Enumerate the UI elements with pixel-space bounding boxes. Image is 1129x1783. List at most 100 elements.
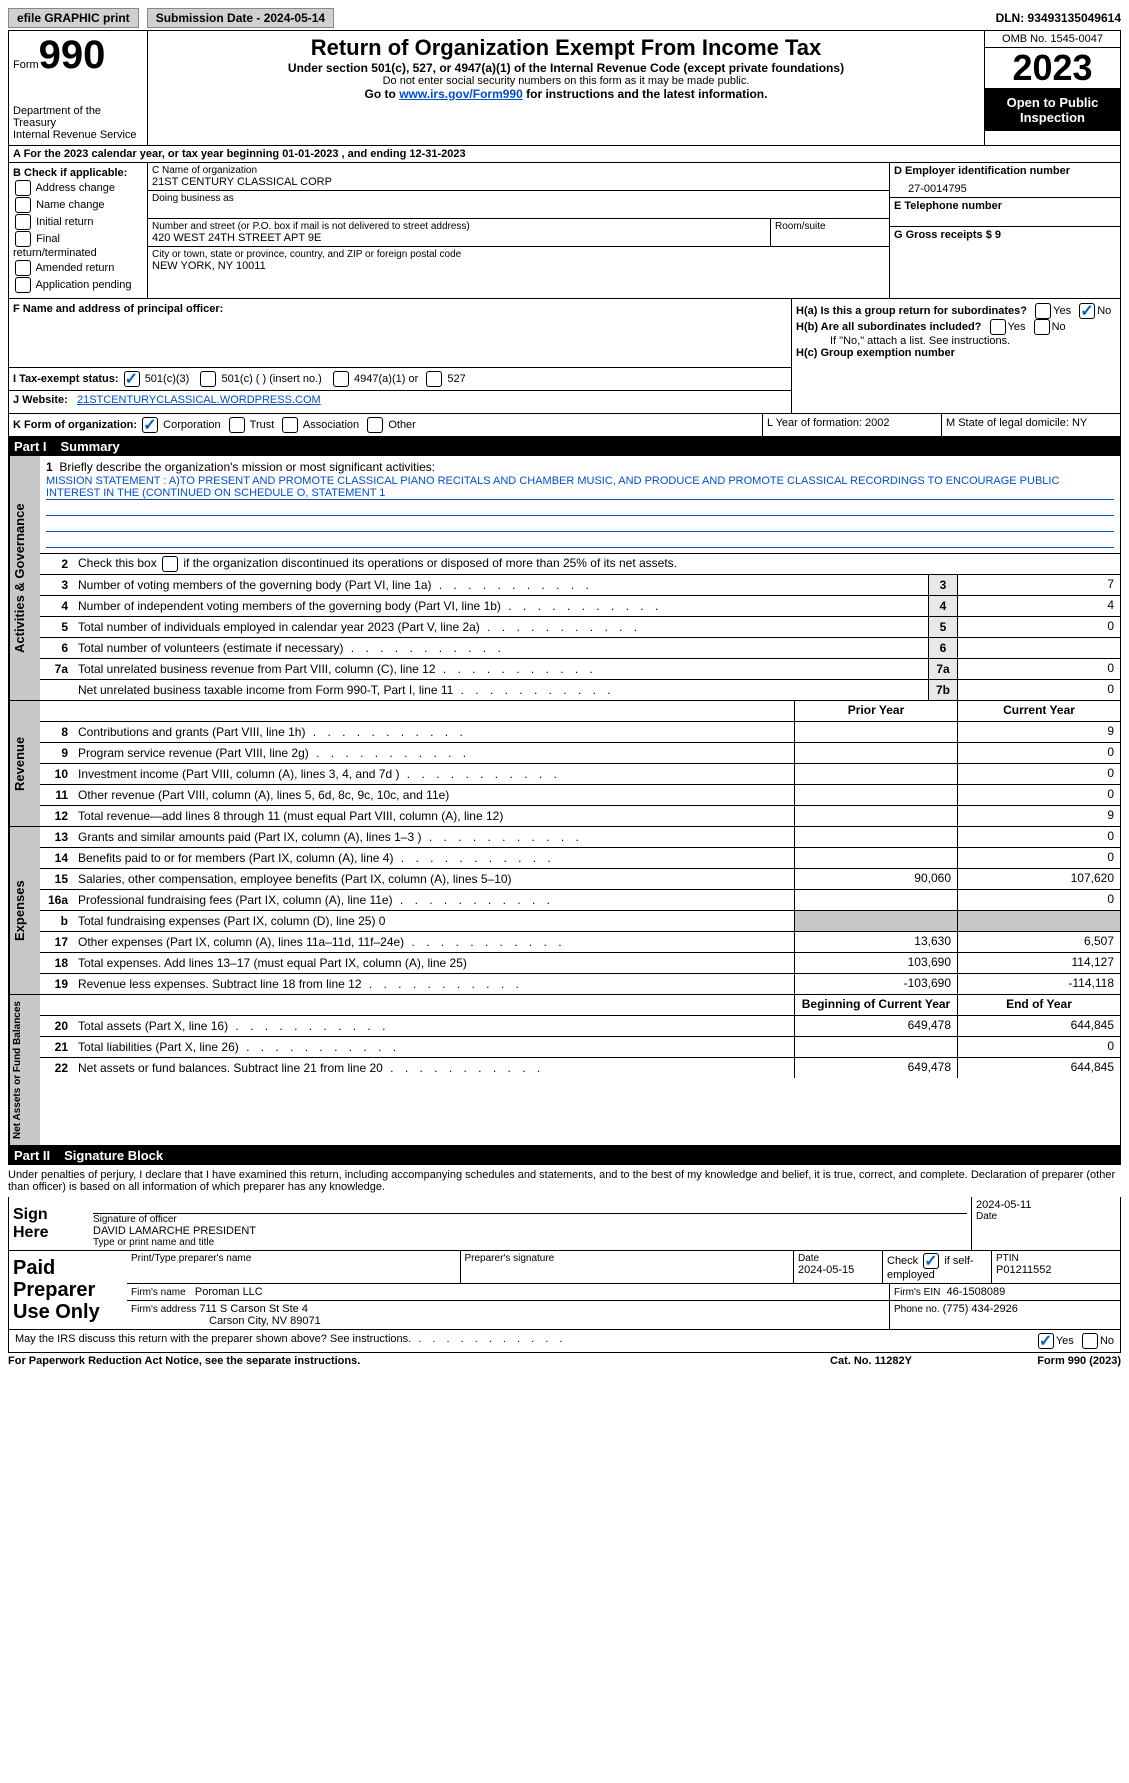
final-return-checkbox[interactable] xyxy=(15,231,31,247)
527-checkbox[interactable] xyxy=(426,371,442,387)
row-k: K Form of organization: Corporation Trus… xyxy=(8,414,1121,437)
address-change-checkbox[interactable] xyxy=(15,180,31,196)
501c3-checkbox[interactable] xyxy=(124,371,140,387)
self-employed-checkbox[interactable] xyxy=(923,1253,939,1269)
street-label: Number and street (or P.O. box if mail i… xyxy=(152,221,766,232)
omb-number: OMB No. 1545-0047 xyxy=(985,31,1120,48)
p17: 13,630 xyxy=(794,932,957,952)
paperwork-notice: For Paperwork Reduction Act Notice, see … xyxy=(8,1355,781,1367)
l7a: Total unrelated business revenue from Pa… xyxy=(74,660,928,678)
submission-date-button[interactable]: Submission Date - 2024-05-14 xyxy=(147,8,334,28)
hb-no-checkbox[interactable] xyxy=(1034,319,1050,335)
officer-label: F Name and address of principal officer: xyxy=(13,303,787,315)
v5: 0 xyxy=(957,617,1120,637)
dln: DLN: 93493135049614 xyxy=(996,11,1121,25)
app-pending-checkbox[interactable] xyxy=(15,277,31,293)
prep-date: 2024-05-15 xyxy=(798,1264,878,1276)
city: NEW YORK, NY 10011 xyxy=(152,260,885,272)
discuss-no-checkbox[interactable] xyxy=(1082,1333,1098,1349)
other-checkbox[interactable] xyxy=(367,417,383,433)
l2-checkbox[interactable] xyxy=(162,556,178,572)
section-bcdeg: B Check if applicable: Address change Na… xyxy=(8,163,1121,299)
l20: Total assets (Part X, line 16) xyxy=(74,1017,794,1035)
firm-phone: (775) 434-2926 xyxy=(943,1303,1018,1315)
initial-return-checkbox[interactable] xyxy=(15,214,31,230)
ha-no-checkbox[interactable] xyxy=(1079,303,1095,319)
c17: 6,507 xyxy=(957,932,1120,952)
v7b: 0 xyxy=(957,680,1120,700)
l22: Net assets or fund balances. Subtract li… xyxy=(74,1059,794,1077)
c16a: 0 xyxy=(957,890,1120,910)
c10: 0 xyxy=(957,764,1120,784)
efile-print-button[interactable]: efile GRAPHIC print xyxy=(8,8,139,28)
c19: -114,118 xyxy=(957,974,1120,994)
p19: -103,690 xyxy=(794,974,957,994)
sign-date: 2024-05-11 xyxy=(976,1199,1116,1211)
l7b: Net unrelated business taxable income fr… xyxy=(74,681,928,699)
l9: Program service revenue (Part VIII, line… xyxy=(74,744,794,762)
l17: Other expenses (Part IX, column (A), lin… xyxy=(74,933,794,951)
tax-exempt-label: I Tax-exempt status: xyxy=(13,373,119,385)
form-label: Form xyxy=(13,59,39,71)
trust-checkbox[interactable] xyxy=(229,417,245,433)
ha-yes-checkbox[interactable] xyxy=(1035,303,1051,319)
year-formation: L Year of formation: 2002 xyxy=(762,414,941,436)
hb-label: H(b) Are all subordinates included? xyxy=(796,321,981,333)
part-i-header: Part ISummary xyxy=(8,437,1121,456)
section-fh: F Name and address of principal officer:… xyxy=(8,299,1121,414)
part-ii-header: Part IISignature Block xyxy=(8,1146,1121,1165)
l1-label: Briefly describe the organization's miss… xyxy=(59,460,435,474)
l13: Grants and similar amounts paid (Part IX… xyxy=(74,828,794,846)
4947-checkbox[interactable] xyxy=(333,371,349,387)
p22: 649,478 xyxy=(794,1058,957,1078)
name-change-checkbox[interactable] xyxy=(15,197,31,213)
hc-label: H(c) Group exemption number xyxy=(796,347,955,359)
officer-sig-label: Signature of officer xyxy=(93,1214,967,1225)
prep-name-label: Print/Type preparer's name xyxy=(131,1253,456,1264)
street: 420 WEST 24TH STREET APT 9E xyxy=(152,232,766,244)
city-label: City or town, state or province, country… xyxy=(152,249,885,260)
name-label: C Name of organization xyxy=(152,165,885,176)
form-title: Return of Organization Exempt From Incom… xyxy=(154,35,978,61)
c22: 644,845 xyxy=(957,1058,1120,1078)
c12: 9 xyxy=(957,806,1120,826)
prep-sig-label: Preparer's signature xyxy=(465,1253,790,1264)
topbar: efile GRAPHIC print Submission Date - 20… xyxy=(8,8,1121,28)
form-subtitle: Under section 501(c), 527, or 4947(a)(1)… xyxy=(154,61,978,75)
l12: Total revenue—add lines 8 through 11 (mu… xyxy=(74,807,794,825)
eoy-header: End of Year xyxy=(957,995,1120,1015)
l6: Total number of volunteers (estimate if … xyxy=(74,639,928,657)
tax-year: 2023 xyxy=(985,48,1120,89)
corp-checkbox[interactable] xyxy=(142,417,158,433)
paid-preparer: Paid Preparer Use Only xyxy=(9,1251,127,1329)
ha-label: H(a) Is this a group return for subordin… xyxy=(796,305,1027,317)
l15: Salaries, other compensation, employee b… xyxy=(74,870,794,888)
l14: Benefits paid to or for members (Part IX… xyxy=(74,849,794,867)
l16a: Professional fundraising fees (Part IX, … xyxy=(74,891,794,909)
current-year-header: Current Year xyxy=(957,701,1120,721)
irs-link[interactable]: www.irs.gov/Form990 xyxy=(399,87,523,101)
discuss-yes-checkbox[interactable] xyxy=(1038,1333,1054,1349)
c15: 107,620 xyxy=(957,869,1120,889)
amended-return-checkbox[interactable] xyxy=(15,260,31,276)
form-page: Form 990 (2023) xyxy=(961,1355,1121,1367)
hb-yes-checkbox[interactable] xyxy=(990,319,1006,335)
c18: 114,127 xyxy=(957,953,1120,973)
v6 xyxy=(957,638,1120,658)
org-name: 21ST CENTURY CLASSICAL CORP xyxy=(152,176,885,188)
form-note: Do not enter social security numbers on … xyxy=(154,75,978,87)
l4: Number of independent voting members of … xyxy=(74,597,928,615)
v3: 7 xyxy=(957,575,1120,595)
l21: Total liabilities (Part X, line 26) xyxy=(74,1038,794,1056)
ein-label: D Employer identification number xyxy=(894,165,1116,177)
phone-label: E Telephone number xyxy=(894,200,1116,212)
assoc-checkbox[interactable] xyxy=(282,417,298,433)
footer: For Paperwork Reduction Act Notice, see … xyxy=(8,1353,1121,1367)
prior-year-header: Prior Year xyxy=(794,701,957,721)
firm-addr: 711 S Carson St Ste 4 xyxy=(199,1303,308,1315)
l11: Other revenue (Part VIII, column (A), li… xyxy=(74,786,794,804)
501c-checkbox[interactable] xyxy=(200,371,216,387)
website-link[interactable]: 21STCENTURYCLASSICAL.WORDPRESS.COM xyxy=(77,394,321,406)
vtab-net-assets: Net Assets or Fund Balances xyxy=(9,995,40,1145)
row-a: A For the 2023 calendar year, or tax yea… xyxy=(8,146,1121,163)
